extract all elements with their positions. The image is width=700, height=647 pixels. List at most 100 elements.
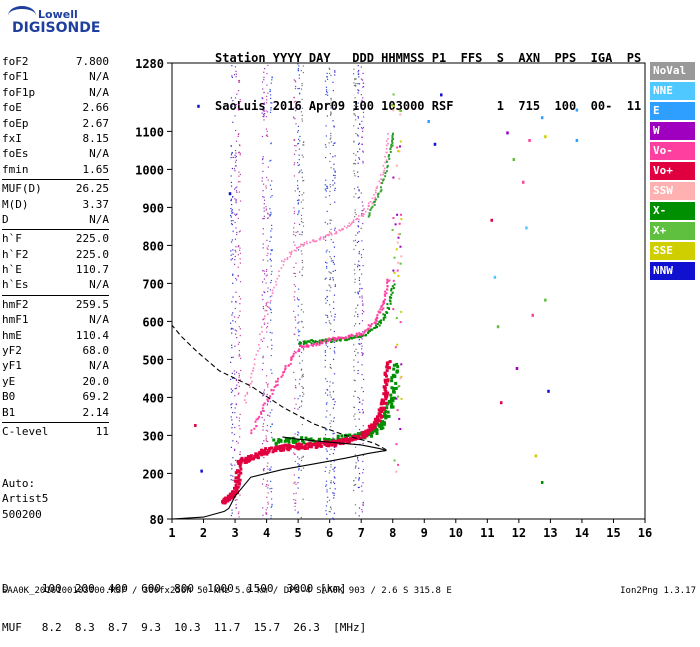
noise-dot (262, 319, 264, 321)
trace-point (385, 140, 388, 142)
trace-point (239, 471, 243, 475)
noise-dot (333, 263, 335, 265)
param-row: yF1 N/A (2, 358, 109, 373)
noise-dot (326, 72, 328, 74)
trace-point (391, 139, 394, 142)
trace-point (378, 324, 381, 327)
trace-point (272, 448, 276, 452)
trace-point (291, 250, 293, 253)
noise-dot (325, 429, 327, 431)
trace-point (269, 395, 272, 398)
noise-dot (238, 245, 240, 247)
noise-dot (293, 212, 295, 215)
noise-dot (333, 163, 335, 165)
trace-point (273, 286, 275, 289)
trace-point (281, 374, 284, 377)
trace-point (307, 345, 310, 348)
trace-point (331, 340, 334, 343)
scatter-point (540, 116, 544, 120)
noise-dot (329, 453, 331, 456)
trace-point (318, 341, 321, 344)
noise-dot (234, 412, 236, 414)
y-tick-label: 700 (142, 277, 164, 291)
noise-dot (230, 463, 232, 465)
noise-dot (231, 210, 233, 212)
noise-dot (294, 235, 297, 237)
param-name: hmF1 (2, 313, 29, 327)
noise-dot (231, 347, 233, 349)
noise-dot (357, 291, 359, 293)
noise-dot (263, 91, 265, 93)
noise-dot (232, 328, 234, 330)
noise-dot (235, 371, 238, 373)
trace-point (366, 430, 370, 434)
noise-dot (357, 171, 359, 173)
noise-dot (299, 330, 301, 332)
param-row: B0 69.2 (2, 389, 109, 404)
trace-point (378, 320, 381, 323)
trace-point (282, 448, 286, 452)
noise-dot (357, 108, 359, 110)
noise-dot (398, 145, 401, 148)
trace-point (259, 333, 261, 336)
noise-dot (263, 291, 265, 293)
noise-dot (358, 157, 360, 159)
noise-dot (393, 459, 396, 462)
noise-dot (397, 150, 400, 153)
scatter-point (575, 108, 579, 112)
noise-dot (362, 162, 364, 164)
noise-dot (297, 143, 299, 145)
noise-dot (232, 156, 234, 159)
trace-point (319, 236, 322, 238)
trace-point (364, 329, 367, 332)
noise-dot (354, 380, 356, 382)
trace-point (246, 391, 249, 394)
trace-point (364, 429, 368, 433)
noise-dot (232, 457, 234, 459)
trace-point (383, 380, 387, 384)
noise-dot (353, 489, 355, 492)
noise-dot (293, 210, 296, 213)
trace-point (362, 215, 365, 217)
noise-dot (362, 504, 364, 506)
noise-dot (326, 450, 328, 452)
trace-point (328, 337, 331, 340)
param-separator (2, 294, 109, 296)
noise-dot (396, 241, 399, 244)
trace-point (260, 453, 264, 457)
noise-dot (334, 142, 336, 144)
noise-dot (270, 260, 272, 262)
noise-dot (301, 374, 304, 377)
noise-dot (396, 409, 399, 412)
noise-dot (293, 233, 295, 236)
noise-dot (357, 352, 359, 354)
noise-dot (324, 392, 327, 394)
noise-dot (355, 82, 357, 85)
noise-dot (357, 293, 359, 295)
trace-point (295, 443, 299, 447)
x-tick-label: 10 (449, 526, 463, 540)
noise-dot (234, 307, 236, 310)
trace-point (265, 452, 269, 456)
noise-dot (334, 71, 336, 73)
noise-dot (232, 273, 234, 275)
trace-point (391, 399, 395, 403)
trace-point (385, 160, 388, 163)
confidence-code: 500200 (2, 507, 42, 521)
trace-point (309, 444, 313, 448)
trace-point (383, 372, 387, 376)
noise-dot (353, 415, 355, 417)
noise-dot (301, 368, 303, 370)
noise-dot (271, 332, 273, 334)
trace-point (330, 234, 333, 236)
trace-point (380, 414, 384, 418)
trace-point (310, 339, 313, 342)
noise-dot (329, 422, 331, 424)
trace-point (261, 330, 263, 333)
noise-dot (265, 382, 267, 384)
trace-point (302, 345, 305, 348)
trace-point (329, 339, 332, 342)
noise-dot (334, 155, 336, 157)
noise-dot (266, 99, 268, 101)
noise-dot (239, 451, 241, 453)
